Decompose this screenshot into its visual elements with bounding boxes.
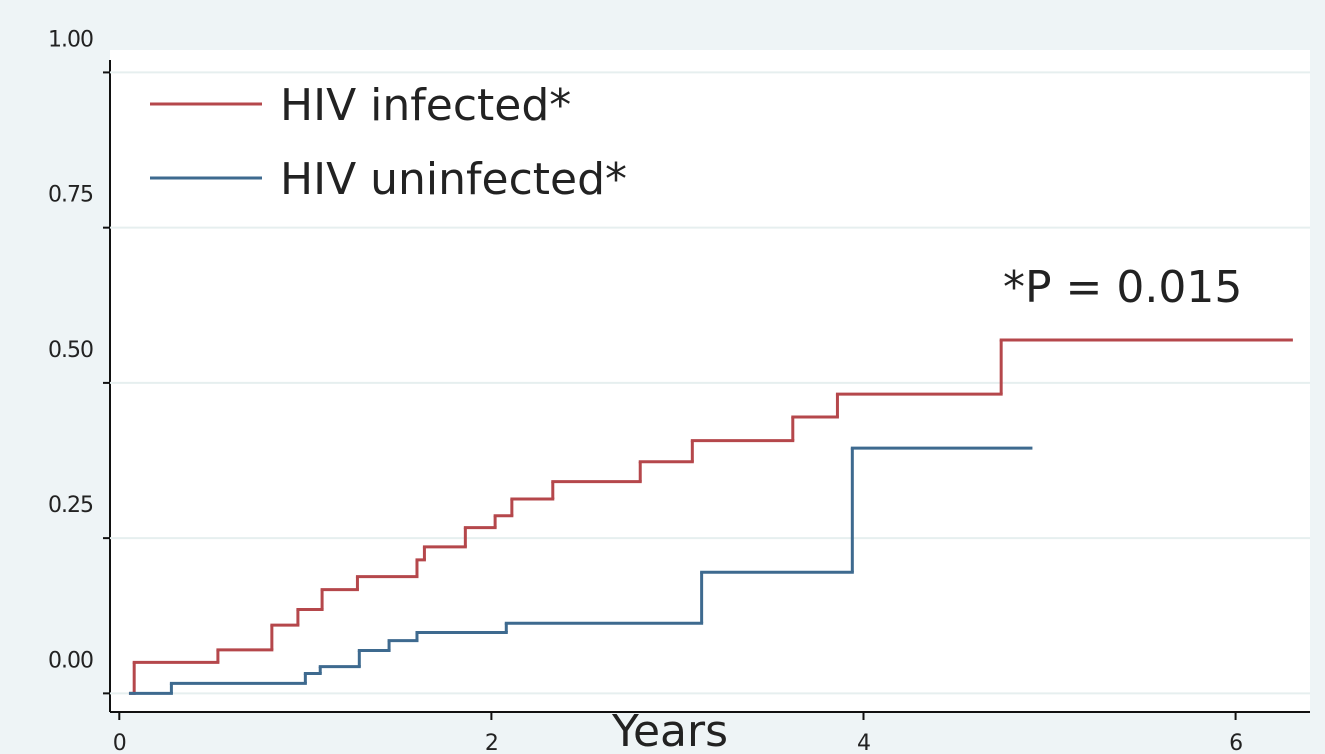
y-tick-label: 0.00 — [48, 648, 93, 673]
plot-area — [110, 50, 1310, 712]
annotation: *P = 0.015 — [1003, 262, 1242, 313]
x-tick-label: 6 — [1229, 731, 1242, 754]
x-tick-label: 2 — [485, 731, 498, 754]
y-tick-label: 1.00 — [48, 27, 93, 52]
y-tick-label: 0.25 — [48, 493, 93, 518]
legend-label: HIV infected* — [280, 80, 571, 131]
y-tick-label: 0.50 — [48, 338, 93, 363]
x-tick-label: 4 — [857, 731, 870, 754]
x-tick-label: 0 — [113, 731, 126, 754]
x-axis-label: Years — [611, 706, 728, 754]
y-tick-label: 0.75 — [48, 183, 93, 208]
legend-label: HIV uninfected* — [280, 154, 627, 205]
